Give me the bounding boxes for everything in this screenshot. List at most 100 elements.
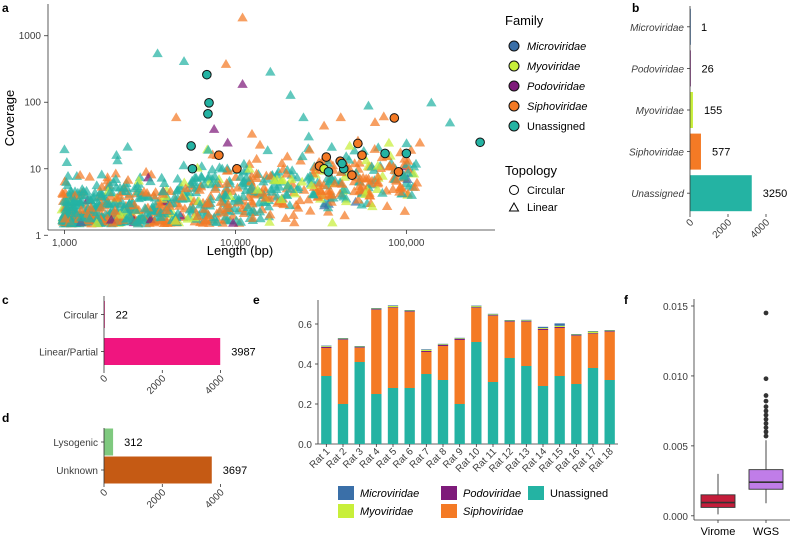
box bbox=[748, 469, 784, 490]
scatter-point bbox=[123, 191, 135, 200]
stacked-bar-segment bbox=[587, 368, 599, 444]
stacked-bar-segment bbox=[587, 333, 599, 334]
scatter-point bbox=[276, 194, 287, 204]
scatter-point bbox=[84, 171, 95, 181]
stacked-bar-segment bbox=[504, 322, 515, 358]
scatter-point bbox=[306, 180, 317, 190]
box bbox=[700, 494, 736, 508]
scatter-point bbox=[251, 173, 262, 183]
scatter-ticks: 1,000 10,000 100,000 1 10 100 1000 bbox=[19, 31, 425, 249]
bar bbox=[104, 338, 221, 365]
scatter-point bbox=[266, 186, 277, 196]
scatter-point bbox=[399, 205, 411, 215]
scatter-point bbox=[282, 180, 293, 190]
x-tick-label: 4000 bbox=[749, 217, 773, 241]
y-tick-label: 0.6 bbox=[298, 320, 312, 331]
scatter-circular-point bbox=[389, 113, 400, 123]
scatter-point bbox=[92, 212, 103, 222]
scatter-point bbox=[281, 168, 292, 178]
family-legend: Family Microviridae Myoviridae Podoviridae… bbox=[505, 13, 588, 214]
scatter-point bbox=[254, 139, 266, 149]
scatter-point bbox=[76, 190, 87, 200]
panel-label-e: e bbox=[253, 293, 260, 307]
box-outlier bbox=[763, 425, 769, 431]
stacked-bar-segment bbox=[321, 345, 332, 347]
scatter-point bbox=[136, 192, 147, 202]
y-tick-label: 0.4 bbox=[298, 360, 312, 371]
stacked-bar-segment bbox=[321, 348, 332, 376]
scatter-point bbox=[329, 178, 340, 188]
scatter-point bbox=[354, 157, 365, 167]
legend-swatch bbox=[508, 100, 520, 112]
bar-value-label: 3250 bbox=[763, 188, 787, 200]
scatter-point bbox=[262, 145, 273, 155]
scatter-point bbox=[172, 173, 183, 183]
y-tick-label: 0.010 bbox=[663, 372, 688, 383]
stacked-bar-segment bbox=[487, 315, 499, 316]
stacked-bar-segment bbox=[387, 307, 399, 308]
scatter-point bbox=[232, 182, 243, 192]
scatter-circular-point bbox=[321, 152, 332, 162]
scatter-point bbox=[254, 206, 266, 216]
stacked-bar-segment bbox=[354, 346, 365, 347]
scatter-point bbox=[84, 213, 95, 223]
scatter-point bbox=[145, 176, 156, 186]
scatter-point bbox=[192, 211, 203, 220]
legend-family-label: Microviridae bbox=[360, 488, 419, 500]
scatter-point bbox=[110, 174, 122, 183]
x-tick-label: 100,000 bbox=[388, 238, 425, 249]
stacked-bar-segment bbox=[454, 337, 465, 339]
bar-category-label: Myoviridae bbox=[636, 106, 685, 117]
legend-family-label: Siphoviridae bbox=[463, 506, 524, 518]
stacked-bar-segment bbox=[387, 308, 399, 388]
bar-category-label: Circular bbox=[64, 311, 99, 322]
scatter-point bbox=[235, 216, 246, 226]
stacked-bar-segment bbox=[504, 320, 515, 321]
scatter-point bbox=[216, 163, 228, 173]
scatter-point bbox=[276, 158, 288, 167]
stacked-bar-segment bbox=[437, 345, 449, 346]
stacked-bar-segment bbox=[504, 320, 515, 322]
bar-category-label: Lysogenic bbox=[53, 438, 98, 449]
stacked-bar-segment bbox=[321, 376, 332, 444]
scatter-point bbox=[138, 186, 150, 196]
scatter-point bbox=[198, 178, 210, 188]
legend-swatch bbox=[508, 60, 520, 72]
bar-value-label: 155 bbox=[704, 105, 722, 117]
scatter-point bbox=[409, 182, 421, 191]
stacked-bar-segment bbox=[471, 305, 482, 307]
stacked-bar-segment bbox=[504, 358, 515, 444]
scatter-point bbox=[335, 112, 346, 122]
stacked-bar-segment bbox=[354, 348, 365, 362]
scatter-point bbox=[318, 120, 330, 130]
x-tick-label: 10,000 bbox=[220, 238, 251, 249]
scatter-point bbox=[215, 197, 227, 206]
scatter-point bbox=[363, 100, 374, 110]
stacked-bar-segment bbox=[571, 336, 582, 384]
stacked-bar-segment bbox=[587, 331, 599, 332]
bar bbox=[690, 175, 752, 212]
box-outlier bbox=[763, 421, 769, 426]
scatter-point bbox=[372, 171, 384, 181]
scatter-point bbox=[369, 143, 380, 153]
scatter-point bbox=[289, 188, 301, 198]
stacked-bar-segment bbox=[521, 319, 532, 321]
scatter-point bbox=[263, 201, 274, 211]
stacked-bar-segment bbox=[354, 347, 365, 348]
scatter-point bbox=[383, 161, 395, 171]
scatter-point bbox=[111, 192, 123, 202]
stacked-bar-segment bbox=[437, 344, 449, 345]
scatter-point bbox=[209, 171, 221, 181]
scatter-point bbox=[111, 150, 122, 159]
scatter-circular-point bbox=[380, 148, 390, 159]
scatter-point bbox=[244, 163, 255, 173]
stacked-bar-segment bbox=[354, 346, 365, 348]
scatter-point bbox=[130, 204, 141, 214]
scatter-circular-point bbox=[214, 150, 224, 160]
scatter-point bbox=[280, 213, 291, 222]
scatter-point bbox=[155, 211, 166, 221]
scatter-point bbox=[357, 172, 369, 182]
scatter-point bbox=[307, 188, 319, 198]
scatter-point bbox=[227, 217, 239, 227]
scatter-point bbox=[71, 207, 82, 217]
